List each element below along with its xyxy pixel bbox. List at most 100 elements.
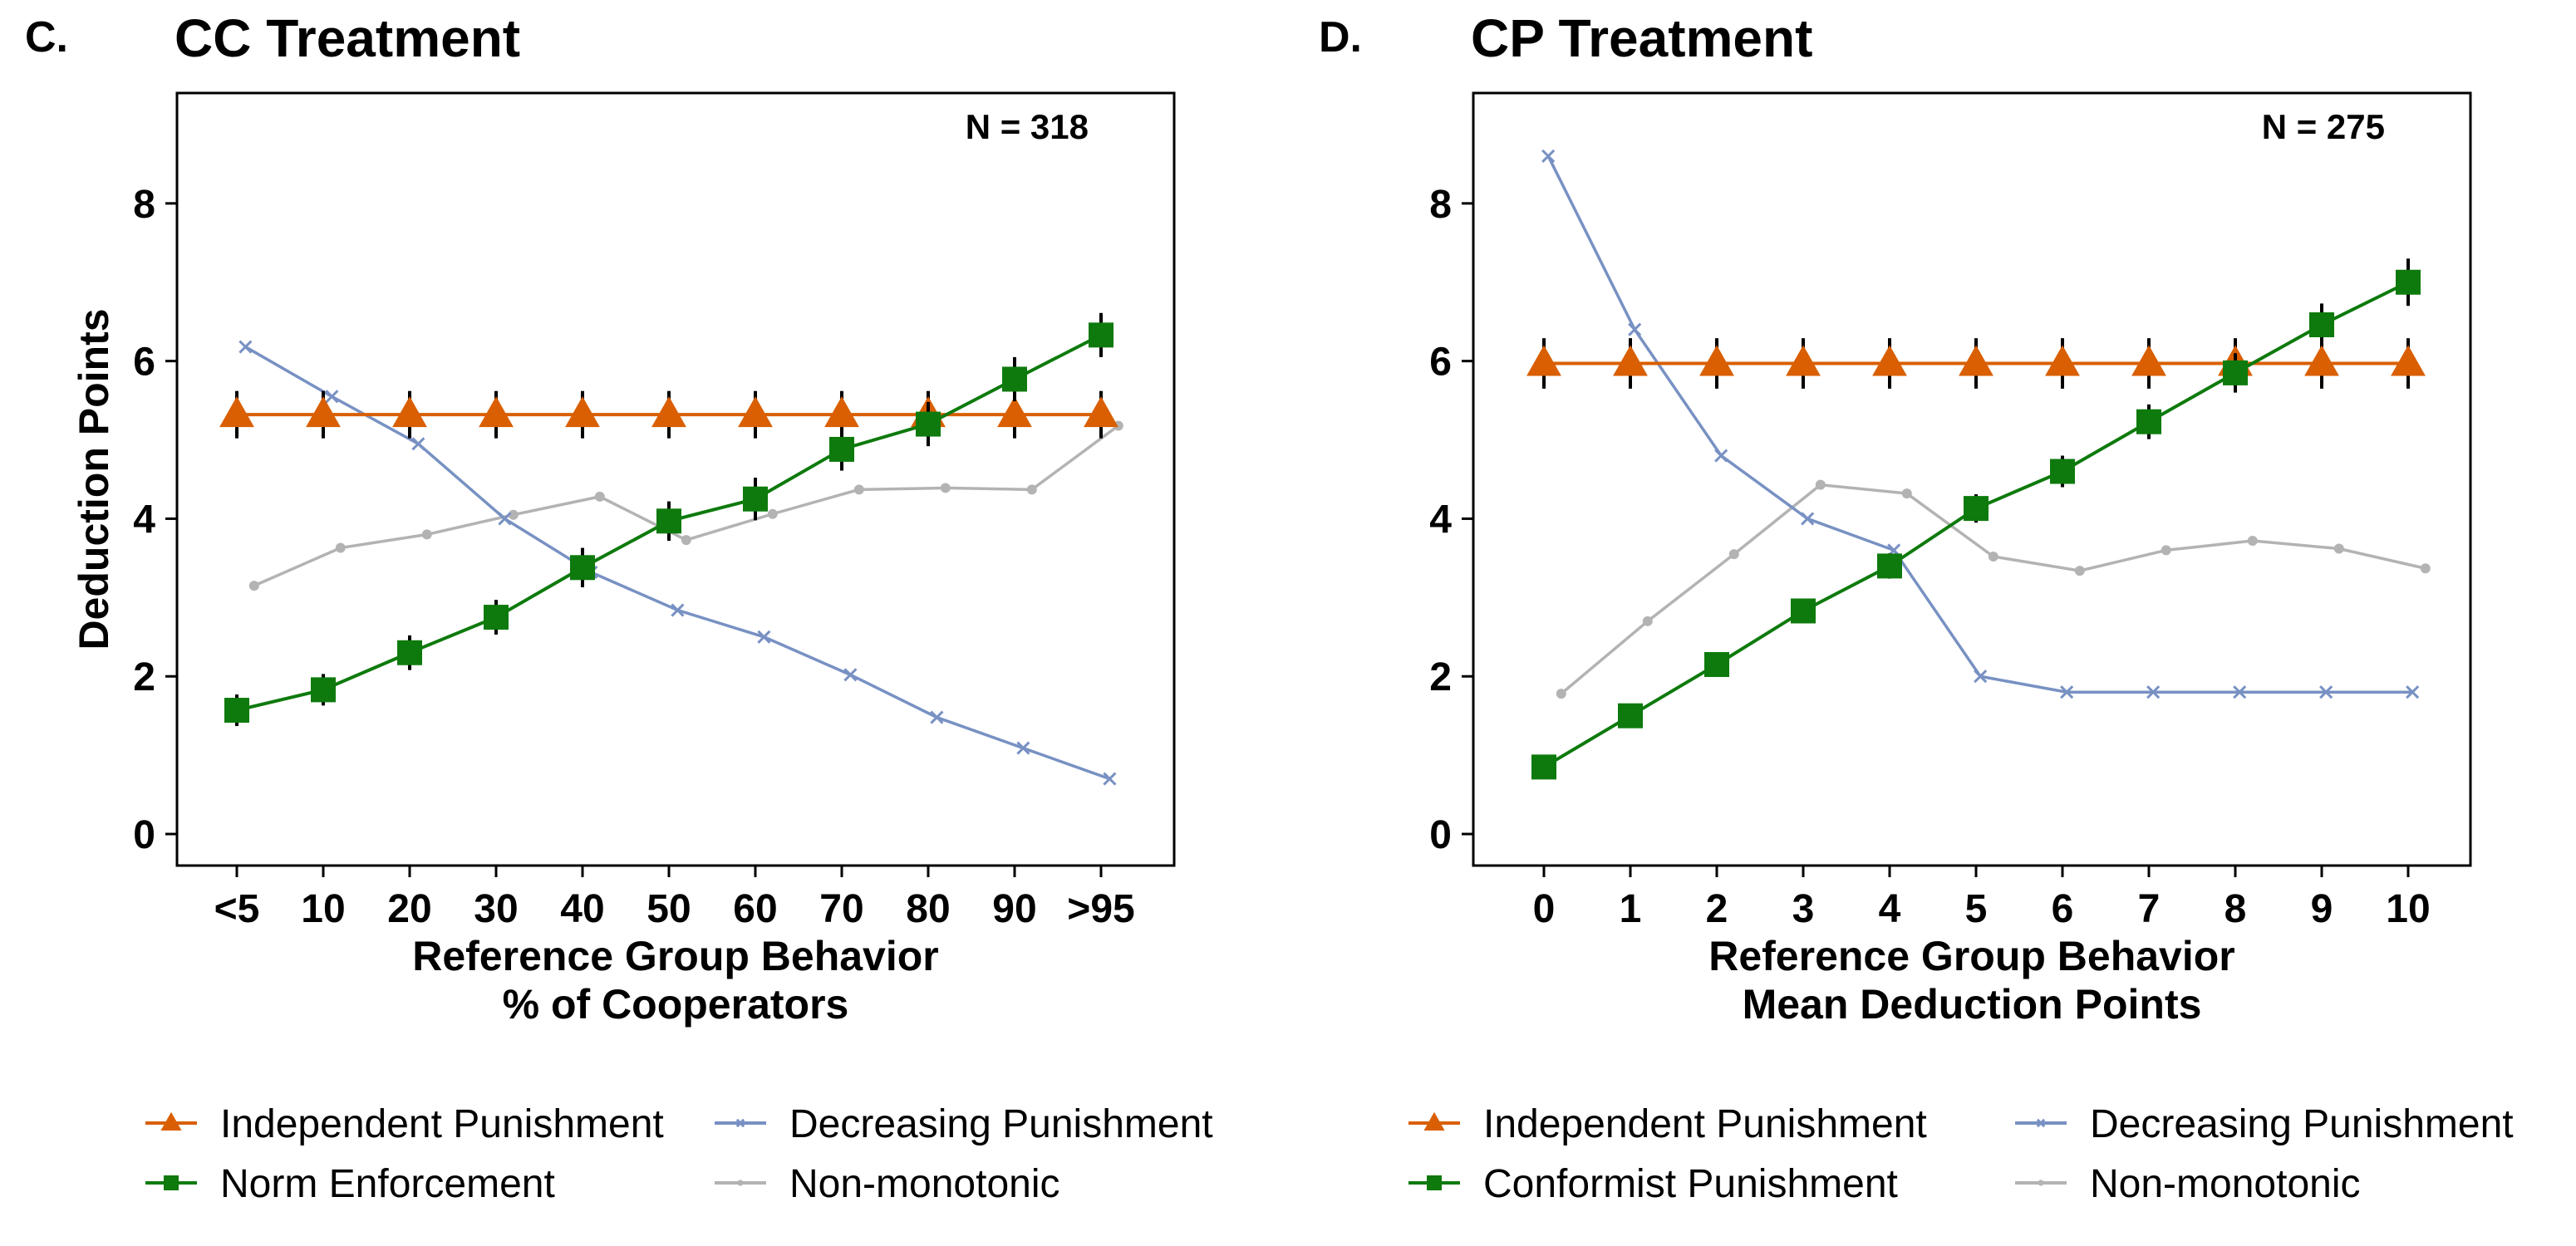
x-tick-label: 3 bbox=[1792, 887, 1815, 931]
y-tick-label: 2 bbox=[133, 655, 155, 699]
legend-key-marker-dot bbox=[2038, 1180, 2044, 1186]
legend-key-marker-x-stroke bbox=[735, 1118, 745, 1128]
y-tick-label: 0 bbox=[1429, 813, 1452, 857]
point-conformist-punishment-square bbox=[1704, 652, 1729, 678]
point-decreasing-punishment-x-stroke bbox=[2319, 685, 2333, 699]
y-tick-label: 6 bbox=[133, 341, 155, 385]
point-non-monotonic-dot bbox=[1728, 549, 1739, 560]
point-norm-enforcement-square bbox=[484, 605, 509, 630]
legend-key-marker-triangle bbox=[160, 1111, 182, 1131]
point-conformist-punishment-square bbox=[1877, 553, 1902, 579]
chart-marks: 0 2 4 6 8 <5 10 20 30 40 50 60 70 80 90 >95 bbox=[133, 183, 1134, 931]
point-independent-punishment-triangle bbox=[1613, 345, 1648, 376]
panel-title: CP Treatment bbox=[1471, 8, 1812, 68]
legend-label-conformist-punishment: Conformist Punishment bbox=[1483, 1162, 1898, 1206]
panel-cp: D. CP Treatment N = 275 Reference Group … bbox=[1319, 8, 2514, 1206]
point-independent-punishment-triangle bbox=[1084, 396, 1118, 428]
point-conformist-punishment-square bbox=[1531, 754, 1556, 780]
x-tick-label: 8 bbox=[2225, 887, 2247, 931]
point-non-monotonic-dot bbox=[1815, 479, 1826, 490]
point-independent-punishment-triangle bbox=[1872, 345, 1907, 376]
plot-frame bbox=[175, 91, 1176, 867]
x-tick-label: 1 bbox=[1620, 887, 1642, 931]
point-decreasing-punishment-x-stroke bbox=[671, 603, 685, 617]
y-tick-label: 4 bbox=[1429, 498, 1452, 542]
point-decreasing-punishment-x-stroke bbox=[2060, 685, 2074, 699]
plot-frame bbox=[1472, 91, 2472, 867]
x-axis-title-line-1: Reference Group Behavior bbox=[412, 933, 939, 979]
x-tick-label: 50 bbox=[646, 887, 691, 931]
point-independent-punishment-triangle bbox=[1959, 345, 1993, 376]
point-decreasing-punishment-x-stroke bbox=[1541, 149, 1556, 163]
legend-key-marker-square bbox=[164, 1175, 179, 1190]
point-independent-punishment-triangle bbox=[2131, 345, 2166, 376]
x-tick-label: 30 bbox=[474, 887, 518, 931]
point-independent-punishment-triangle bbox=[738, 396, 773, 428]
point-decreasing-punishment-x-stroke bbox=[411, 437, 425, 451]
x-tick-label: 0 bbox=[1533, 887, 1556, 931]
legend-label-norm-enforcement: Norm Enforcement bbox=[220, 1162, 555, 1206]
point-decreasing-punishment-x-stroke bbox=[843, 668, 858, 682]
point-norm-enforcement-square bbox=[743, 486, 768, 512]
legend-key-marker-triangle bbox=[1423, 1111, 1445, 1131]
point-conformist-punishment-square bbox=[1964, 496, 1989, 522]
y-axis-title: Deduction Points bbox=[71, 308, 117, 650]
point-non-monotonic-dot bbox=[681, 535, 691, 546]
point-independent-punishment-triangle bbox=[565, 396, 600, 428]
point-independent-punishment-triangle bbox=[306, 396, 341, 428]
point-independent-punishment-triangle bbox=[651, 396, 686, 428]
point-decreasing-punishment-x-stroke bbox=[930, 710, 944, 724]
point-norm-enforcement-square bbox=[1002, 366, 1027, 392]
x-tick-label: 70 bbox=[819, 887, 863, 931]
point-norm-enforcement-square bbox=[656, 508, 681, 534]
legend-label-decreasing-punishment: Decreasing Punishment bbox=[789, 1102, 1213, 1146]
legend: Independent Punishment Decreasing Punishm… bbox=[145, 1102, 1213, 1206]
legend-label-independent-punishment: Independent Punishment bbox=[1483, 1102, 1927, 1146]
point-independent-punishment-triangle bbox=[392, 396, 427, 428]
x-tick-label: 40 bbox=[560, 887, 604, 931]
point-non-monotonic-dot bbox=[2333, 543, 2344, 554]
point-decreasing-punishment-x-stroke bbox=[325, 390, 339, 404]
x-tick-label: 4 bbox=[1879, 887, 1901, 931]
point-non-monotonic-dot bbox=[940, 483, 951, 493]
y-tick-label: 0 bbox=[133, 813, 155, 857]
point-non-monotonic-dot bbox=[767, 508, 778, 519]
point-norm-enforcement-square bbox=[916, 411, 941, 437]
point-non-monotonic-dot bbox=[1988, 552, 1998, 562]
x-tick-label: 6 bbox=[2052, 887, 2074, 931]
point-independent-punishment-triangle bbox=[479, 396, 514, 428]
legend-key-marker-square bbox=[1427, 1175, 1442, 1190]
point-non-monotonic-dot bbox=[335, 542, 346, 553]
y-tick-label: 4 bbox=[133, 498, 155, 542]
point-decreasing-punishment-x-stroke bbox=[1628, 322, 1642, 336]
point-non-monotonic-dot bbox=[853, 484, 864, 495]
legend-label-non-monotonic: Non-monotonic bbox=[789, 1162, 1060, 1206]
x-axis-title-line-1: Reference Group Behavior bbox=[1708, 933, 2235, 979]
point-independent-punishment-triangle bbox=[219, 396, 254, 428]
x-tick-label: <5 bbox=[214, 887, 260, 931]
point-conformist-punishment-square bbox=[2396, 269, 2421, 295]
legend-key-marker-x-stroke bbox=[2036, 1118, 2046, 1128]
point-non-monotonic-dot bbox=[421, 529, 432, 540]
series-line-non-monotonic bbox=[1560, 483, 2426, 695]
x-axis-title-line-2: % of Cooperators bbox=[503, 981, 849, 1028]
point-non-monotonic-dot bbox=[2074, 566, 2085, 576]
point-non-monotonic-dot bbox=[1556, 689, 1566, 699]
point-conformist-punishment-square bbox=[1791, 598, 1816, 624]
point-decreasing-punishment-x-stroke bbox=[2406, 685, 2420, 699]
x-tick-label: 7 bbox=[2138, 887, 2161, 931]
point-norm-enforcement-square bbox=[224, 698, 249, 724]
y-tick-label: 8 bbox=[1429, 183, 1452, 227]
x-axis-title-line-2: Mean Deduction Points bbox=[1743, 981, 2202, 1028]
point-conformist-punishment-square bbox=[2223, 360, 2248, 385]
y-tick-label: 8 bbox=[133, 183, 155, 227]
n-label: N = 318 bbox=[966, 107, 1089, 146]
legend-label-decreasing-punishment: Decreasing Punishment bbox=[2090, 1102, 2514, 1146]
point-independent-punishment-triangle bbox=[1699, 345, 1734, 376]
point-decreasing-punishment-x-stroke bbox=[1974, 670, 1988, 684]
point-decreasing-punishment-x-stroke bbox=[2146, 685, 2161, 699]
point-conformist-punishment-square bbox=[2309, 312, 2334, 337]
point-norm-enforcement-square bbox=[311, 677, 336, 703]
point-non-monotonic-dot bbox=[2161, 545, 2171, 556]
panel-cc: C. CC Treatment N = 318 Deduction Points… bbox=[25, 8, 1213, 1206]
